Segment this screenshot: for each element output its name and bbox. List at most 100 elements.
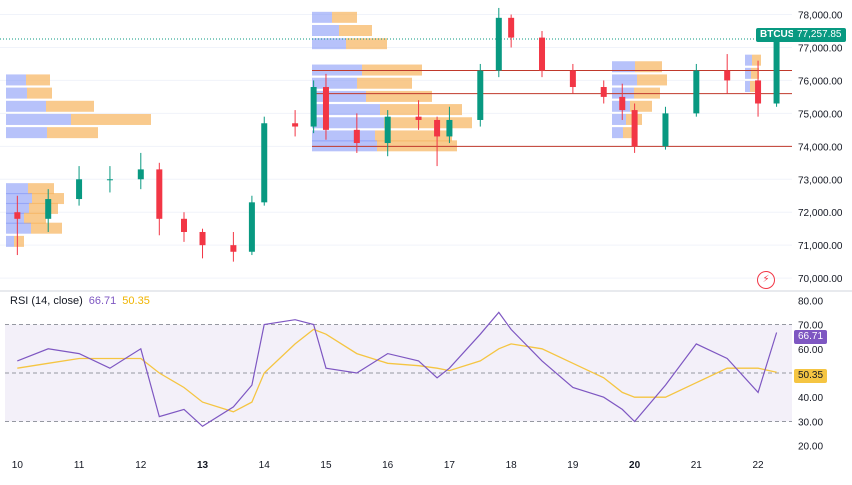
candle-body — [755, 80, 762, 104]
ma-value-tag: 50.35 — [794, 369, 828, 383]
rsi-line — [17, 311, 778, 428]
candle-body — [477, 70, 484, 120]
volume-profile-bar-down — [24, 212, 46, 224]
candle-body — [693, 70, 700, 114]
price-tick-label: 70,000.00 — [798, 274, 843, 285]
candle-body — [773, 38, 780, 104]
volume-profile-bar-down — [375, 130, 452, 142]
volume-profile-bar-up — [745, 81, 750, 93]
volume-profile-bar-down — [751, 67, 759, 79]
volume-profile-bar-up — [6, 87, 27, 99]
volume-profile-bar-down — [357, 77, 412, 89]
price-axis[interactable]: 78,000.00 77,000.00 76,000.00 75,000.00 74,0… — [798, 11, 843, 286]
tradingview-lightning-icon[interactable]: ⚡ — [757, 271, 775, 289]
volume-profile-bar-up — [6, 127, 47, 139]
rsi-tick-label: 30.00 — [798, 417, 823, 428]
rsi-tick-label: 60.00 — [798, 345, 823, 356]
volume-profile-bar-down — [630, 100, 652, 112]
volume-profile-bar-down — [366, 90, 432, 102]
volume-profile-bar-up — [612, 74, 637, 86]
volume-profile-bar-up — [312, 38, 346, 50]
candle-body — [199, 231, 206, 246]
time-tick-label: 22 — [752, 460, 764, 471]
candle-body — [384, 116, 391, 144]
candle-body — [600, 87, 607, 97]
price-tick-label: 71,000.00 — [798, 241, 843, 252]
price-tick-label: 73,000.00 — [798, 175, 843, 186]
candle-body — [724, 70, 731, 81]
time-tick-label: 18 — [506, 460, 518, 471]
volume-profile-bar-down — [339, 25, 372, 37]
candle-body — [539, 37, 546, 71]
volume-profile-bar-up — [6, 183, 28, 195]
time-tick-label: 11 — [74, 460, 85, 471]
volume-profile-bar-up — [612, 113, 626, 125]
volume-profile-bar-down — [384, 117, 472, 129]
time-tick-label: 20 — [629, 460, 641, 471]
volume-profile-bar-down — [47, 127, 98, 139]
volume-profile-bar-down — [346, 38, 387, 50]
volume-profile-bar-down — [380, 104, 462, 116]
volume-profile-bar-down — [26, 74, 50, 86]
volume-profile-bar-up — [312, 77, 357, 89]
candle-body — [353, 129, 360, 144]
time-tick-label: 15 — [320, 460, 332, 471]
candle-body — [292, 123, 299, 127]
candle-body — [106, 179, 113, 181]
price-tick-label: 78,000.00 — [798, 11, 843, 22]
time-tick-label: 17 — [444, 460, 456, 471]
rsi-pane — [5, 311, 792, 428]
volume-profile-bar-down — [71, 113, 151, 125]
candle-body — [181, 218, 188, 232]
rsi-tick-label: 70.00 — [798, 321, 823, 332]
time-axis[interactable]: 10 11 12 13 14 15 16 17 18 19 20 21 22 — [12, 460, 764, 471]
time-tick-label: 13 — [197, 460, 209, 471]
rsi-value-tag: 66.71 — [794, 330, 828, 344]
volume-profile-bar-up — [312, 130, 375, 142]
volume-profile-bar-down — [29, 202, 58, 214]
price-tick-label: 74,000.00 — [798, 142, 843, 153]
candle-body — [230, 245, 237, 252]
volume-profile-bar-up — [745, 67, 751, 79]
volume-profile-bar-down — [752, 54, 761, 66]
rsi-axis[interactable]: 80.00 70.00 60.00 40.00 30.00 20.00 — [798, 296, 823, 452]
rsi-legend-value: 66.71 — [88, 295, 117, 307]
volume-profile-bar-down — [637, 74, 667, 86]
price-tick-label: 76,000.00 — [798, 76, 843, 87]
volume-profile-bar-down — [332, 11, 357, 23]
price-tick-label: 77,000.00 — [798, 43, 843, 54]
volume-profile-bar-down — [28, 183, 54, 195]
volume-profile-bar-up — [312, 117, 384, 129]
candle-body — [434, 119, 441, 137]
candle-body — [261, 123, 268, 203]
price-tick-label: 72,000.00 — [798, 208, 843, 219]
volume-profile-bar-down — [14, 235, 24, 247]
rsi-ma-line — [17, 328, 777, 413]
candle-body — [569, 70, 576, 88]
candle-body — [415, 116, 422, 120]
volume-profile-bar-up — [312, 11, 332, 23]
last-price-tag: 77,257.85 — [793, 28, 846, 42]
rsi-tick-label: 20.00 — [798, 442, 823, 453]
price-levels — [0, 38, 792, 147]
volume-profile-bar-up — [312, 25, 339, 37]
candle-body — [310, 87, 317, 127]
candle-body — [662, 113, 669, 147]
volume-profile-bar-up — [6, 193, 32, 205]
volume-profile-bar-up — [6, 222, 31, 234]
candle-body — [156, 169, 163, 219]
volume-profile-bar-down — [46, 100, 94, 112]
time-tick-label: 12 — [135, 460, 147, 471]
volume-profile-bar-up — [612, 127, 623, 139]
time-tick-label: 10 — [12, 460, 24, 471]
candles — [14, 7, 780, 262]
time-tick-label: 21 — [691, 460, 703, 471]
rsi-legend[interactable]: RSI (14, close) 66.71 50.35 — [10, 295, 150, 307]
candle-body — [619, 96, 626, 111]
volume-profile-bar-down — [31, 222, 62, 234]
volume-profile-bar-down — [750, 81, 757, 93]
volume-profile-bar-up — [6, 74, 26, 86]
price-tick-label: 75,000.00 — [798, 109, 843, 120]
candle-body — [76, 179, 83, 200]
